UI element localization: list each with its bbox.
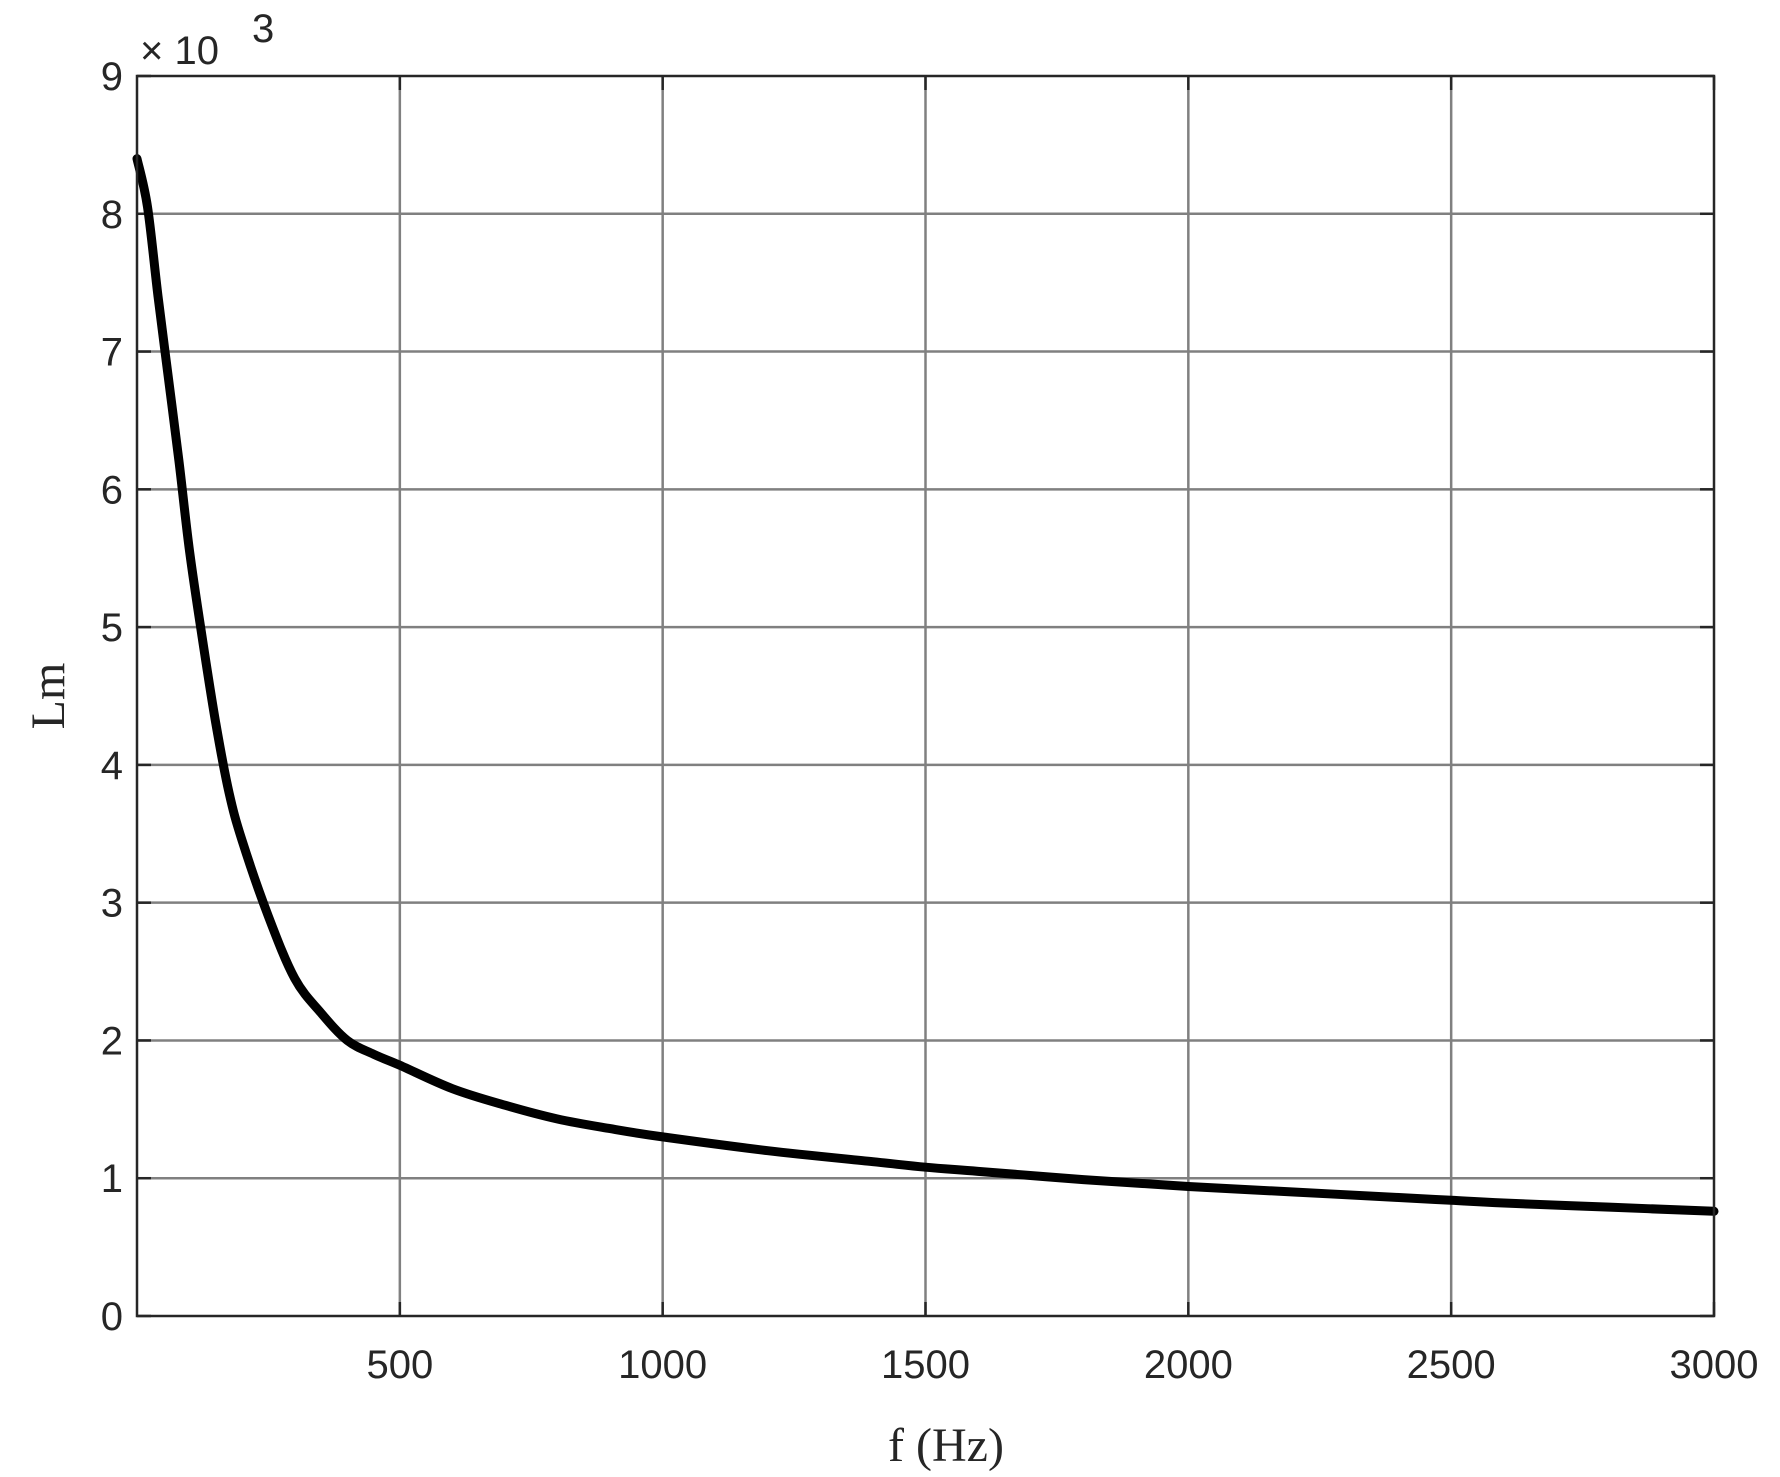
y-tick-label: 0 <box>101 1295 123 1339</box>
x-tick-label: 1000 <box>618 1343 707 1387</box>
series-line <box>132 154 1719 1216</box>
x-tick-label: 2500 <box>1407 1343 1496 1387</box>
y-tick-label: 2 <box>101 1019 123 1063</box>
x-tick-labels: 500 1000 1500 2000 2500 3000 <box>366 1343 1758 1387</box>
y-tick-label: 6 <box>101 468 123 512</box>
y-tick-label: 7 <box>101 331 123 375</box>
grid-lines <box>137 76 1714 1316</box>
x-tick-label: 1500 <box>881 1343 970 1387</box>
y-tick-labels: 0 1 2 3 4 5 6 7 8 9 <box>101 55 123 1339</box>
y-tick-label: 3 <box>101 882 123 926</box>
x-tick-label: 500 <box>366 1343 433 1387</box>
x-tick-label: 2000 <box>1144 1343 1233 1387</box>
y-tick-label: 5 <box>101 606 123 650</box>
y-tick-label: 1 <box>101 1157 123 1201</box>
plot-frame <box>135 74 1716 1318</box>
y-tick-label: 8 <box>101 193 123 237</box>
y-tick-label: 4 <box>101 744 123 788</box>
x-axis-label: f (Hz) <box>888 1419 1004 1472</box>
y-exponent-power: 3 <box>252 7 274 51</box>
y-axis-label: Lm <box>22 663 75 730</box>
x-tick-label: 3000 <box>1670 1343 1759 1387</box>
y-tick-label: 9 <box>101 55 123 99</box>
y-exponent-base: × 10 <box>140 29 219 73</box>
